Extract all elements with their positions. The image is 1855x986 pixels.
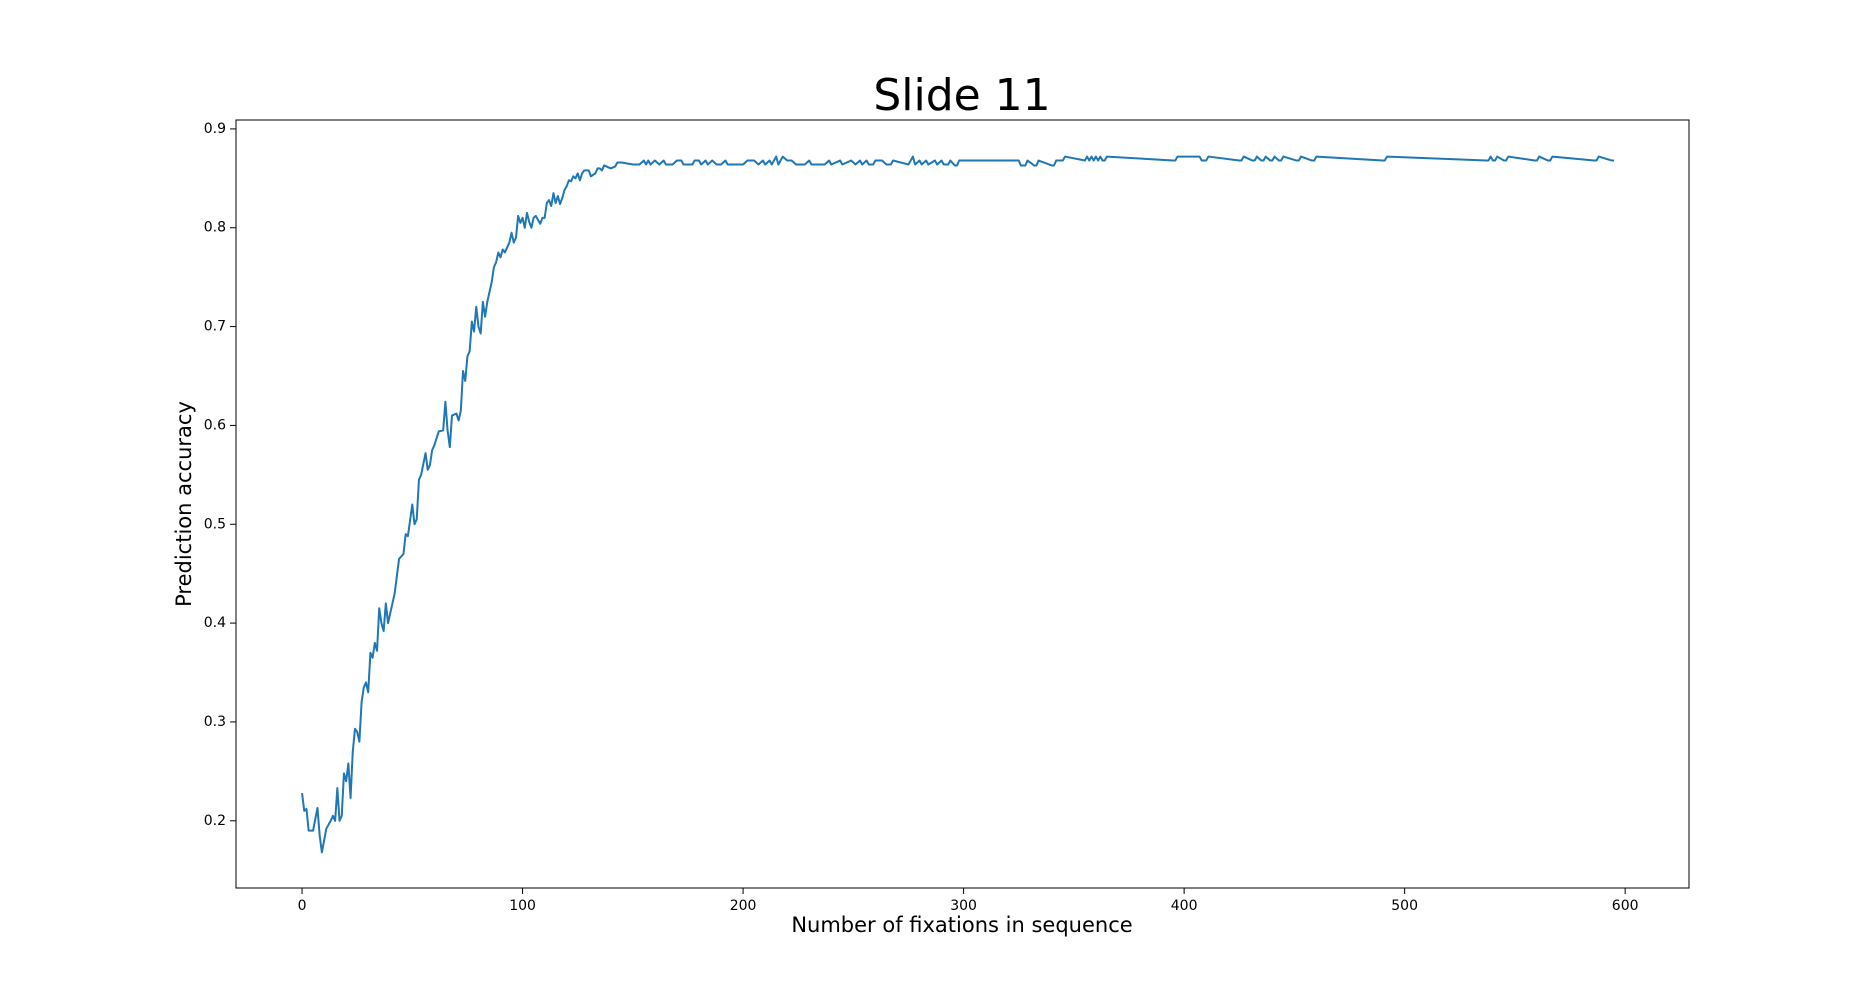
chart-title: Slide 11 bbox=[873, 70, 1050, 121]
y-tick-label: 0.6 bbox=[204, 417, 226, 433]
x-tick-label: 100 bbox=[509, 898, 536, 914]
x-tick-label: 300 bbox=[950, 898, 977, 914]
x-tick-label: 0 bbox=[298, 898, 307, 914]
x-tick-label: 600 bbox=[1612, 898, 1639, 914]
x-axis-label: Number of fixations in sequence bbox=[791, 913, 1132, 937]
y-axis-label: Prediction accuracy bbox=[172, 401, 196, 607]
x-tick-label: 200 bbox=[730, 898, 757, 914]
y-tick-label: 0.4 bbox=[204, 615, 226, 631]
y-tick-label: 0.9 bbox=[204, 121, 226, 137]
y-tick-label: 0.7 bbox=[204, 319, 226, 335]
y-tick-label: 0.3 bbox=[204, 714, 226, 730]
y-tick-label: 0.2 bbox=[204, 813, 226, 829]
data-line bbox=[301, 155, 1615, 854]
y-tick-label: 0.5 bbox=[204, 516, 226, 532]
y-tick-label: 0.8 bbox=[204, 220, 226, 236]
x-tick-label: 400 bbox=[1171, 898, 1198, 914]
plot-frame bbox=[235, 119, 1690, 889]
x-tick-label: 500 bbox=[1391, 898, 1418, 914]
